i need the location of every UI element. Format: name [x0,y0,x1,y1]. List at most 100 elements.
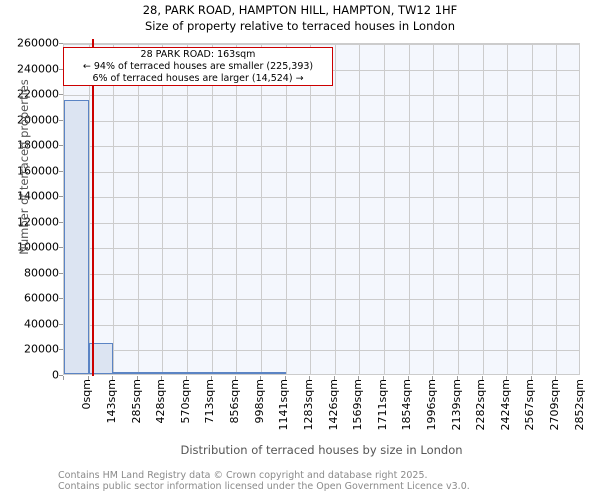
y-axis-tick-label: 180000 [17,138,59,152]
x-axis-tick-mark [456,376,458,380]
y-axis-tick-label: 140000 [17,189,59,203]
y-axis-tick-label: 0 [52,368,59,382]
y-axis-tick-label: 100000 [17,240,59,254]
y-axis-tick-mark [59,247,63,249]
gridline-vertical [310,44,312,374]
x-axis-tick-label: 2852sqm [572,379,586,431]
histogram-bar [211,372,237,374]
y-axis: 0 20000 40000 60000 80000 100000 120000 140000 1… [0,37,63,382]
x-axis-tick-mark [358,376,360,380]
x-axis-tick-label: 2709sqm [548,379,562,431]
property-annotation-box: 28 PARK ROAD: 163sqm ← 94% of terraced h… [63,47,333,86]
x-axis-tick-label: 856sqm [228,379,242,424]
gridline-vertical [359,44,361,374]
x-axis-tick-label: 143sqm [104,379,118,424]
y-axis-tick-label: 40000 [24,317,59,331]
gridline-vertical [285,44,287,374]
gridline-vertical [334,44,336,374]
x-axis-tick-mark [210,376,212,380]
gridline-vertical [457,44,459,374]
x-axis-tick-label: 1283sqm [301,379,315,431]
x-axis-tick-label: 1996sqm [424,379,438,431]
x-axis-tick-label: 998sqm [252,379,266,424]
gridline-horizontal [64,95,579,97]
page-title: 28, PARK ROAD, HAMPTON HILL, HAMPTON, TW… [142,3,458,17]
x-axis-label: Distribution of terraced houses by size … [180,443,463,457]
x-axis: 0sqm 143sqm 285sqm 428sqm 570sqm 713sqm 856sqm… [63,376,586,446]
x-axis-tick-mark [63,376,64,380]
gridline-vertical [187,44,189,374]
y-axis-tick-label: 80000 [24,266,59,280]
histogram-bar [64,99,89,374]
gridline-vertical [162,44,164,374]
x-axis-tick-label: 1426sqm [326,379,340,431]
y-axis-tick-mark [59,43,63,44]
x-axis-tick-label: 1569sqm [351,379,365,431]
x-axis-tick-mark [112,376,114,380]
histogram-bar [236,372,261,374]
gridline-horizontal [64,44,579,45]
x-axis-tick-mark [235,376,237,380]
x-axis-tick-mark [136,376,138,380]
footer-attribution: Contains HM Land Registry data © Crown c… [58,470,598,492]
y-axis-tick-mark [59,349,63,351]
x-axis-tick-mark [506,376,508,380]
x-axis-tick-label: 285sqm [129,379,143,424]
gridline-vertical [482,44,484,374]
gridline-horizontal [64,324,579,326]
gridline-horizontal [64,350,579,352]
y-axis-tick-mark [59,68,63,70]
gridline-horizontal [64,248,579,250]
histogram-bar [260,372,286,374]
gridline-horizontal [64,146,579,148]
x-axis-tick-mark [481,376,483,380]
histogram-bar [162,372,188,374]
gridline-vertical [137,44,139,374]
chart-title-block: 28, PARK ROAD, HAMPTON HILL, HAMPTON, TW… [0,2,600,34]
x-axis-tick-mark [186,376,188,380]
x-axis-tick-mark [407,376,409,380]
y-axis-tick-mark [59,170,63,172]
x-axis-tick-label: 2139sqm [449,379,463,431]
x-axis-tick-label: 1711sqm [375,379,389,431]
x-axis-tick-mark [333,376,335,380]
footer-line-2: Contains public sector information licen… [58,481,470,492]
footer-line-1: Contains HM Land Registry data © Crown c… [58,470,428,481]
x-axis-tick-mark [309,376,311,380]
gridline-vertical [88,44,90,374]
x-axis-tick-label: 570sqm [178,379,192,424]
y-axis-label: Number of terraced properties [17,79,31,255]
x-axis-tick-mark [87,376,89,380]
gridline-vertical [236,44,238,374]
gridline-horizontal [64,299,579,301]
histogram-bar [137,372,163,374]
y-axis-tick-label: 220000 [17,87,59,101]
x-axis-tick-mark [555,376,557,380]
gridline-vertical [384,44,386,374]
y-axis-tick-label: 20000 [24,342,59,356]
chart-subtitle: Size of property relative to terraced ho… [145,19,455,33]
annotation-line-3: 6% of terraced houses are larger (14,524… [92,73,304,84]
gridline-horizontal [64,273,579,275]
y-axis-tick-mark [59,272,63,274]
x-axis-tick-mark [432,376,434,380]
gridline-horizontal [64,222,579,224]
x-axis-tick-label: 2282sqm [474,379,488,431]
gridline-vertical [260,44,262,374]
y-axis-tick-label: 60000 [24,291,59,305]
plot-area [63,39,580,376]
gridline-horizontal [64,197,579,199]
y-axis-tick-label: 160000 [17,164,59,178]
y-axis-tick-mark [59,298,63,300]
y-axis-tick-mark [59,221,63,223]
y-axis-tick-mark [59,119,63,121]
x-axis-tick-mark [259,376,261,380]
histogram-bar [113,372,138,374]
x-axis-tick-label: 1141sqm [277,379,291,431]
gridline-vertical [507,44,509,374]
annotation-line-2: ← 94% of terraced houses are smaller (22… [82,61,314,72]
gridline-vertical [113,44,115,374]
gridline-vertical [408,44,410,374]
x-axis-tick-mark [284,376,286,380]
gridline-vertical [531,44,533,374]
